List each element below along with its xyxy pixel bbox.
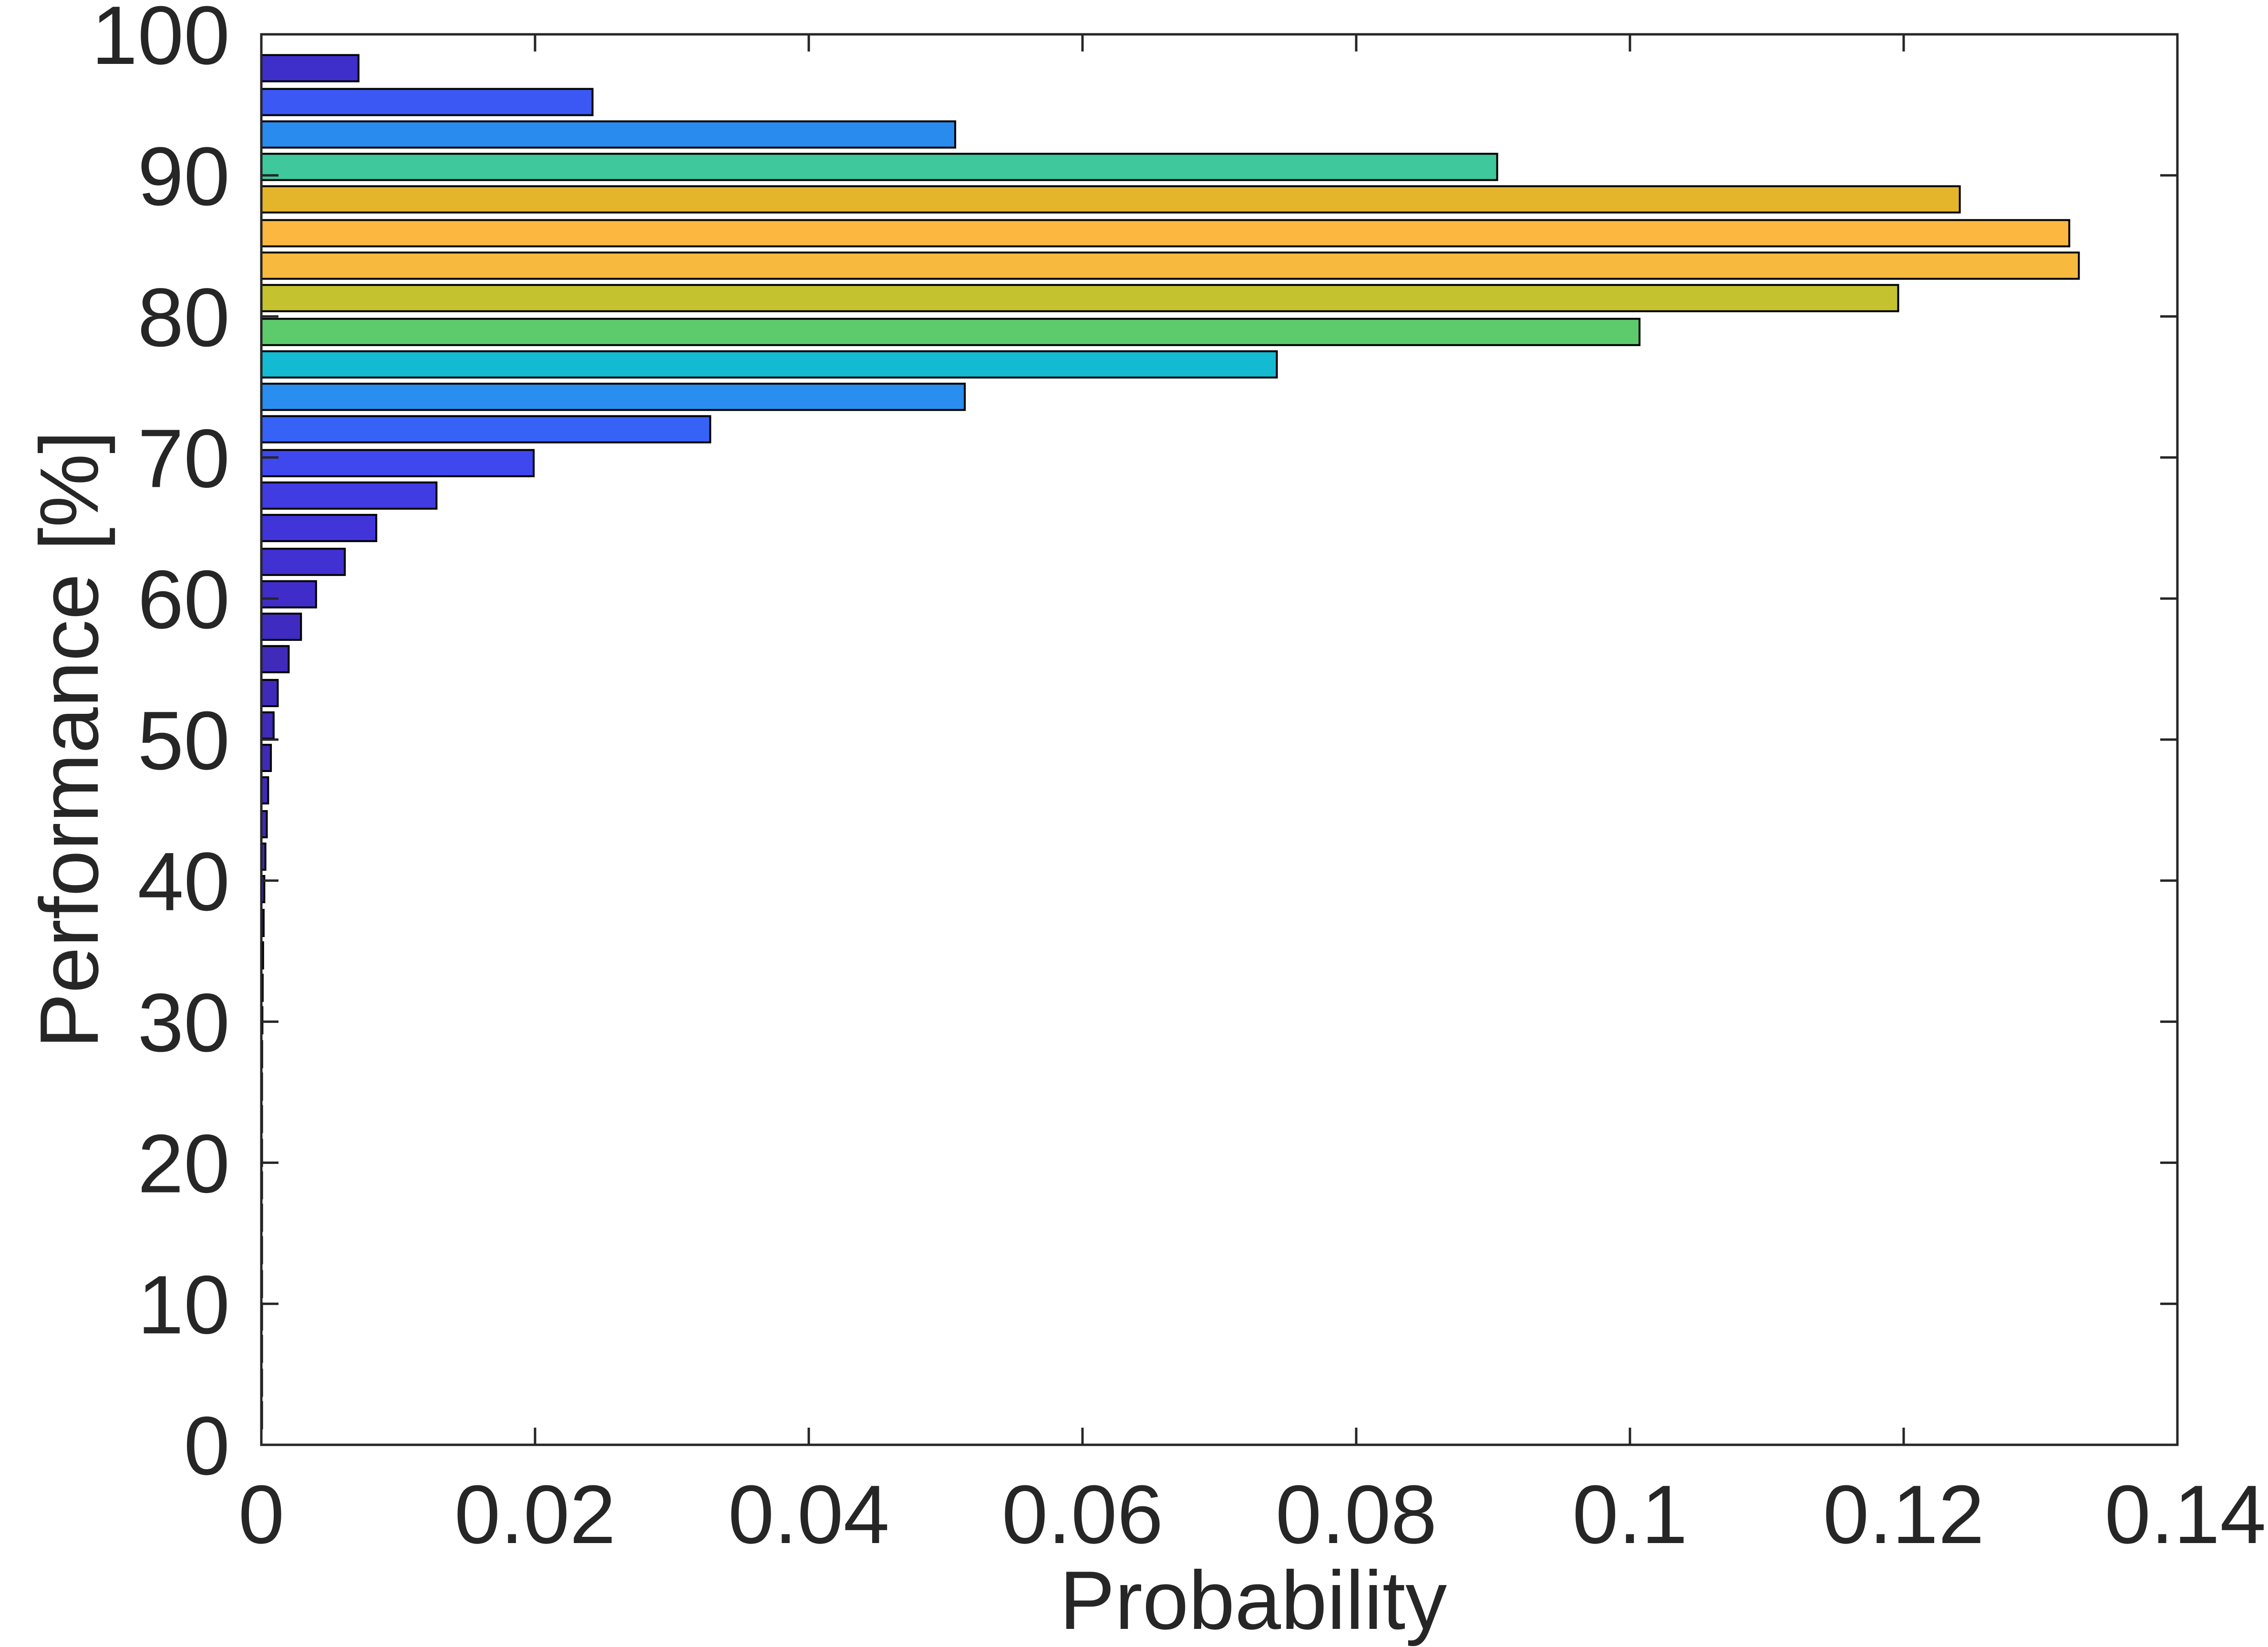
histogram-bar (260, 679, 279, 707)
y-axis-tick-labels: 0 10 20 30 40 50 60 70 80 90 100 (92, 0, 230, 1492)
histogram-bar (260, 612, 302, 641)
x-tick-label: 0 (238, 1468, 285, 1561)
x-tick-label: 0.1 (1572, 1468, 1688, 1561)
histogram-bar (260, 120, 957, 149)
y-tick-label: 60 (137, 553, 230, 646)
histogram-bar (260, 318, 1641, 346)
histogram-bar (260, 88, 594, 116)
histogram-bar (260, 153, 1498, 181)
y-tick-label: 80 (137, 271, 230, 364)
histogram-bar (260, 580, 317, 608)
y-tick-label: 50 (137, 694, 230, 787)
histogram-bar (260, 284, 1899, 312)
histogram-bar (260, 415, 711, 443)
x-tick-label: 0.08 (1276, 1468, 1437, 1561)
x-tick-label: 0.14 (2104, 1468, 2266, 1561)
x-axis-title: Probability (1060, 1554, 1447, 1647)
histogram-bar (260, 219, 2071, 247)
histogram-bar (260, 54, 360, 82)
x-tick-label: 0.06 (1002, 1468, 1164, 1561)
histogram-bar (260, 350, 1278, 379)
histogram-bar (260, 743, 272, 772)
y-tick-label: 40 (137, 835, 230, 928)
histogram-bar (260, 514, 378, 542)
histogram-bar (260, 547, 346, 576)
y-tick-label: 100 (92, 0, 230, 82)
histogram-bars (260, 54, 2080, 1430)
histogram-bar (260, 382, 966, 411)
y-tick-label: 10 (137, 1258, 230, 1351)
histogram-bar (260, 449, 535, 477)
x-tick-label: 0.12 (1823, 1468, 1985, 1561)
y-tick-label: 20 (137, 1117, 230, 1210)
x-tick-label: 0.04 (728, 1468, 890, 1561)
y-tick-label: 90 (137, 130, 230, 223)
x-axis-tick-labels: 0 0.02 0.04 0.06 0.08 0.1 0.12 0.14 (238, 1468, 2266, 1561)
y-tick-label: 30 (137, 976, 230, 1069)
histogram-bar (260, 251, 2080, 280)
plot-frame (260, 33, 2179, 1446)
histogram-bar (260, 711, 275, 740)
histogram-bar (260, 185, 1961, 214)
y-tick-label: 70 (137, 412, 230, 504)
y-axis-title: Performance [%] (22, 431, 115, 1049)
x-tick-label: 0.02 (454, 1468, 616, 1561)
y-tick-label: 0 (184, 1399, 230, 1492)
histogram-bar (260, 481, 438, 510)
histogram-bar (260, 645, 290, 673)
